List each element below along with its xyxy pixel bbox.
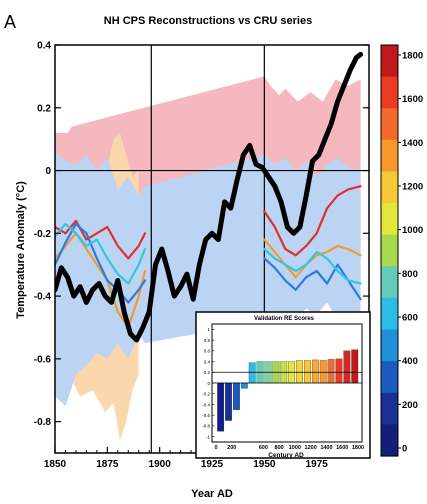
reconstruction-series-2-segment-1 — [55, 232, 147, 329]
colorbar-frame — [380, 44, 399, 457]
colorbar-segment — [381, 139, 398, 173]
colorbar-tick-label: 1800 — [402, 51, 423, 62]
chart-title: NH CPS Reconstructions vs CRU series — [104, 15, 312, 27]
x-tick-label: 1925 — [201, 459, 224, 470]
inset-y-tick-label: 1 — [207, 327, 210, 332]
inset-bar — [319, 360, 327, 384]
colorbar-segment — [381, 171, 398, 204]
colorbar-tick-label: 0 — [402, 444, 407, 455]
colorbar-segment — [381, 108, 398, 141]
colorbar-segment — [381, 297, 398, 331]
inset-y-tick-label: 0 — [207, 381, 210, 386]
inset-bar — [335, 358, 343, 384]
colorbar-tick-label: 800 — [402, 269, 418, 280]
inset-bar — [225, 382, 232, 421]
y-tick-label: -0.4 — [34, 292, 52, 303]
inset-y-tick-label: 0.2 — [204, 370, 211, 375]
inset-x-tick-label: 1200 — [305, 445, 317, 451]
inset-x-tick-label: 0 — [214, 445, 217, 451]
inset-background — [195, 311, 371, 459]
colorbar-tick-label: 200 — [402, 400, 418, 411]
inset-reference-lines — [212, 371, 362, 384]
inset-bar — [343, 350, 351, 384]
colorbar-segment — [381, 361, 398, 394]
inset-y-tick-label: 0.8 — [204, 338, 211, 343]
inset-y-tick-label: -1 — [206, 434, 210, 439]
inset-bar — [296, 360, 303, 384]
y-tick-label: -0.8 — [34, 417, 52, 428]
colorbar-segment — [381, 234, 398, 267]
x-tick-label: 1900 — [149, 459, 172, 470]
x-tick-label: 1950 — [253, 459, 276, 470]
inset-bar — [248, 362, 256, 384]
inset-x-tick-label: 1000 — [289, 445, 301, 451]
y-tick-label: -0.2 — [34, 229, 52, 240]
inset-plot-frame — [211, 323, 363, 443]
inset-bar — [304, 360, 311, 384]
y-tick-label: -0.6 — [34, 354, 52, 365]
x-axis-label: Year AD — [191, 488, 233, 500]
inset-bar — [327, 359, 335, 384]
inset-y-axis: 1 0.8 0.6 0.4 0.2 0 -0.2 -0.4 -0.6 -0.8 -1 — [202, 327, 215, 439]
colorbar: 1800 1600 1400 1200 1000 800 600 400 200 0 — [380, 44, 423, 457]
inset-y-tick-label: 0.6 — [204, 349, 211, 354]
inset-x-tick-label: 1800 — [352, 445, 364, 451]
colorbar-segment — [381, 266, 398, 299]
reconstruction-series-1-segment-1 — [55, 219, 147, 260]
inset-chart: Validation RE Scores 0 200 600 800 1000 1200 1… — [195, 311, 371, 459]
y-axis: 0.4 0.2 0 -0.2 -0.4 -0.6 -0.8 — [34, 41, 369, 428]
inset-bar — [351, 349, 359, 384]
colorbar-tick-label: 1400 — [402, 138, 423, 149]
reconstruction-series-4-segment-2 — [263, 247, 362, 285]
inset-y-tick-label: -0.2 — [202, 392, 210, 397]
reconstruction-series-3-segment-1 — [55, 222, 147, 304]
colorbar-segment — [381, 392, 398, 425]
inset-bar — [217, 382, 225, 432]
colorbar-tick-label: 1600 — [402, 94, 423, 105]
inset-bar — [233, 382, 240, 410]
panel-label: A — [4, 12, 16, 32]
colorbar-segment — [381, 76, 398, 109]
inset-x-tick-label: 600 — [259, 445, 268, 451]
inset-x-axis: 0 200 600 800 1000 1200 1400 1600 1800 — [214, 445, 364, 451]
reconstruction-series-4-segment-1 — [55, 222, 147, 285]
colorbar-tick-label: 1200 — [402, 182, 423, 193]
inset-x-tick-label: 1600 — [336, 445, 348, 451]
inset-x-tick-label: 1400 — [320, 445, 332, 451]
inset-x-axis-label: Century AD — [268, 452, 304, 459]
y-tick-label: 0.2 — [37, 103, 51, 114]
reconstruction-series-3-segment-2 — [263, 257, 362, 301]
x-tick-label: 1875 — [96, 459, 119, 470]
x-tick-label: 1850 — [44, 459, 67, 470]
instrumental-series-segment-1 — [55, 51, 364, 343]
inset-bar — [311, 359, 319, 384]
inset-x-tick-label: 200 — [227, 445, 236, 451]
colorbar-segment — [381, 45, 398, 78]
colorbar-segment — [381, 424, 398, 457]
colorbar-tick-label: 1000 — [402, 225, 423, 236]
colorbar-tick-label: 400 — [402, 356, 418, 367]
colorbar-segment — [381, 203, 398, 236]
reconstruction-series-1-segment-2 — [263, 185, 362, 257]
inset-title: Validation RE Scores — [254, 316, 315, 322]
inset-x-tick-label: 800 — [275, 445, 284, 451]
colorbar-tick-label: 600 — [402, 313, 418, 324]
inset-bar — [240, 382, 248, 389]
colorbar-segment — [381, 329, 398, 362]
y-axis-label: Temperature Anomaly (°C) — [15, 181, 27, 319]
y-tick-label: 0 — [45, 166, 51, 177]
x-tick-label: 1975 — [306, 459, 329, 470]
inset-y-tick-label: -0.8 — [202, 424, 210, 429]
y-tick-label: 0.4 — [37, 41, 51, 52]
inset-y-tick-label: -0.4 — [202, 402, 210, 407]
series-lines — [55, 51, 364, 343]
inset-y-tick-label: -0.6 — [202, 413, 210, 418]
inset-y-tick-label: 0.4 — [204, 359, 211, 364]
